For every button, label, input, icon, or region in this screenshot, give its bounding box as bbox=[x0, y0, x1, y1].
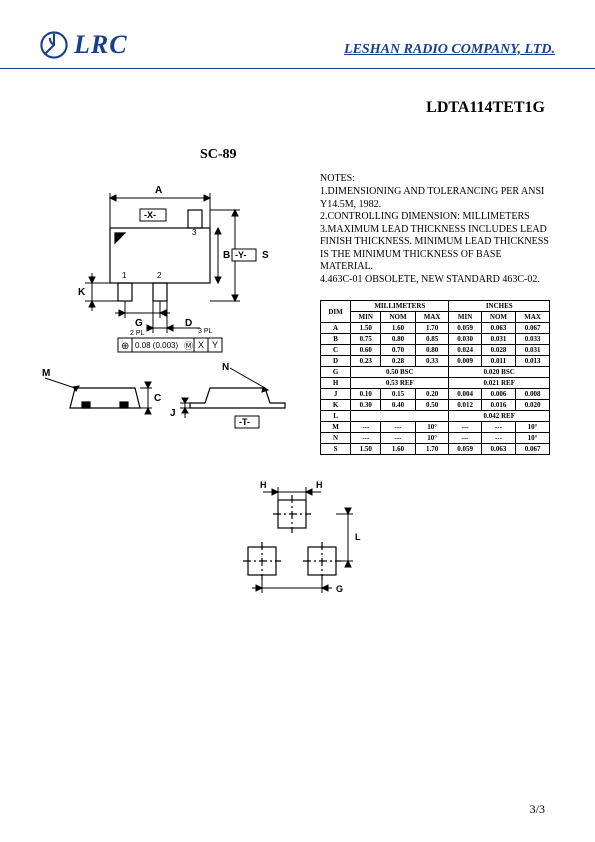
dim-B-label: B bbox=[223, 250, 230, 261]
gd-m: Ⓜ bbox=[184, 341, 193, 351]
table-row: H0.53 REF0.021 REF bbox=[321, 378, 550, 389]
table-row: J0.100.150.200.0040.0060.008 bbox=[321, 389, 550, 400]
dim-D-label: D bbox=[185, 318, 192, 329]
table-row: N------10°------10° bbox=[321, 433, 550, 444]
table-row: A1.501.601.700.0590.0630.067 bbox=[321, 323, 550, 334]
package-name: SC-89 bbox=[200, 147, 595, 163]
dim-C-label: C bbox=[154, 393, 161, 404]
dimensions-table: DIM MILLIMETERS INCHES MIN NOM MAX MIN N… bbox=[320, 300, 550, 455]
th-mm: MILLIMETERS bbox=[351, 301, 449, 312]
note-1: 1.DIMENSIONING AND TOLERANCING PER ANSI … bbox=[320, 186, 555, 211]
package-side-diagram: M C J N -T- bbox=[40, 358, 300, 448]
table-row: M------10°------10° bbox=[321, 422, 550, 433]
datum-X: -X- bbox=[144, 210, 156, 220]
dim-G-label: G bbox=[135, 318, 143, 329]
note-3: 3.MAXIMUM LEAD THICKNESS INCLUDES LEAD F… bbox=[320, 224, 555, 274]
page-number: 3/3 bbox=[530, 802, 545, 817]
notes-column: NOTES: 1.DIMENSIONING AND TOLERANCING PE… bbox=[320, 173, 555, 455]
pin-3: 3 bbox=[192, 228, 197, 237]
logo: LRC bbox=[40, 30, 128, 60]
datum-T: -T- bbox=[239, 417, 250, 427]
notes-title: NOTES: bbox=[320, 173, 555, 184]
dim-S-label: S bbox=[262, 250, 269, 261]
note-4: 4.463C-01 OBSOLETE, NEW STANDARD 463C-02… bbox=[320, 274, 555, 287]
dim-M-label: M bbox=[42, 368, 50, 379]
company-name: LESHAN RADIO COMPANY, LTD. bbox=[344, 42, 555, 60]
th-min2: MIN bbox=[449, 312, 481, 323]
table-row: G0.50 BSC0.020 BSC bbox=[321, 367, 550, 378]
dim-K-label: K bbox=[78, 287, 86, 298]
fp-H2: H bbox=[316, 480, 323, 490]
dim-G-2pl: 2 PL bbox=[130, 330, 145, 337]
logo-icon bbox=[40, 31, 68, 59]
fp-L: L bbox=[355, 532, 361, 542]
datum-Y: -Y- bbox=[235, 250, 247, 260]
th-nom1: NOM bbox=[381, 312, 415, 323]
th-nom2: NOM bbox=[481, 312, 515, 323]
note-2: 2.CONTROLLING DIMENSION: MILLIMETERS bbox=[320, 211, 555, 224]
gd-y: Y bbox=[212, 340, 218, 350]
content-area: A -X- B -Y- S bbox=[0, 173, 595, 455]
table-row: D0.230.280.330.0090.0110.013 bbox=[321, 356, 550, 367]
part-number: LDTA114TET1G bbox=[0, 69, 595, 117]
diagrams-column: A -X- B -Y- S bbox=[40, 173, 300, 455]
footprint-diagram: H H L G bbox=[208, 475, 388, 605]
th-min1: MIN bbox=[351, 312, 381, 323]
table-row: K0.300.400.500.0120.0160.020 bbox=[321, 400, 550, 411]
pin-1: 1 bbox=[122, 271, 127, 280]
dim-J-label: J bbox=[170, 408, 176, 419]
table-row: L0.042 REF bbox=[321, 411, 550, 422]
dim-D-3pl: 3 PL bbox=[198, 328, 213, 335]
table-row: B0.750.800.850.0300.0310.033 bbox=[321, 334, 550, 345]
dim-N-label: N bbox=[222, 362, 229, 373]
gd-x: X bbox=[198, 340, 204, 350]
gd-symbol: ⊕ bbox=[121, 341, 129, 352]
page-header: LRC LESHAN RADIO COMPANY, LTD. bbox=[0, 0, 595, 69]
th-max2: MAX bbox=[516, 312, 550, 323]
pin-2: 2 bbox=[157, 271, 162, 280]
package-top-diagram: A -X- B -Y- S bbox=[40, 173, 300, 353]
gd-tol: 0.08 (0.003) bbox=[135, 341, 178, 350]
fp-H1: H bbox=[260, 480, 267, 490]
th-in: INCHES bbox=[449, 301, 550, 312]
th-max1: MAX bbox=[415, 312, 449, 323]
th-dim: DIM bbox=[321, 301, 351, 323]
table-row: C0.600.700.800.0240.0280.031 bbox=[321, 345, 550, 356]
dim-A-label: A bbox=[155, 185, 162, 196]
fp-G: G bbox=[336, 584, 343, 594]
table-row: S1.501.601.700.0590.0630.067 bbox=[321, 444, 550, 455]
logo-text: LRC bbox=[74, 30, 128, 60]
